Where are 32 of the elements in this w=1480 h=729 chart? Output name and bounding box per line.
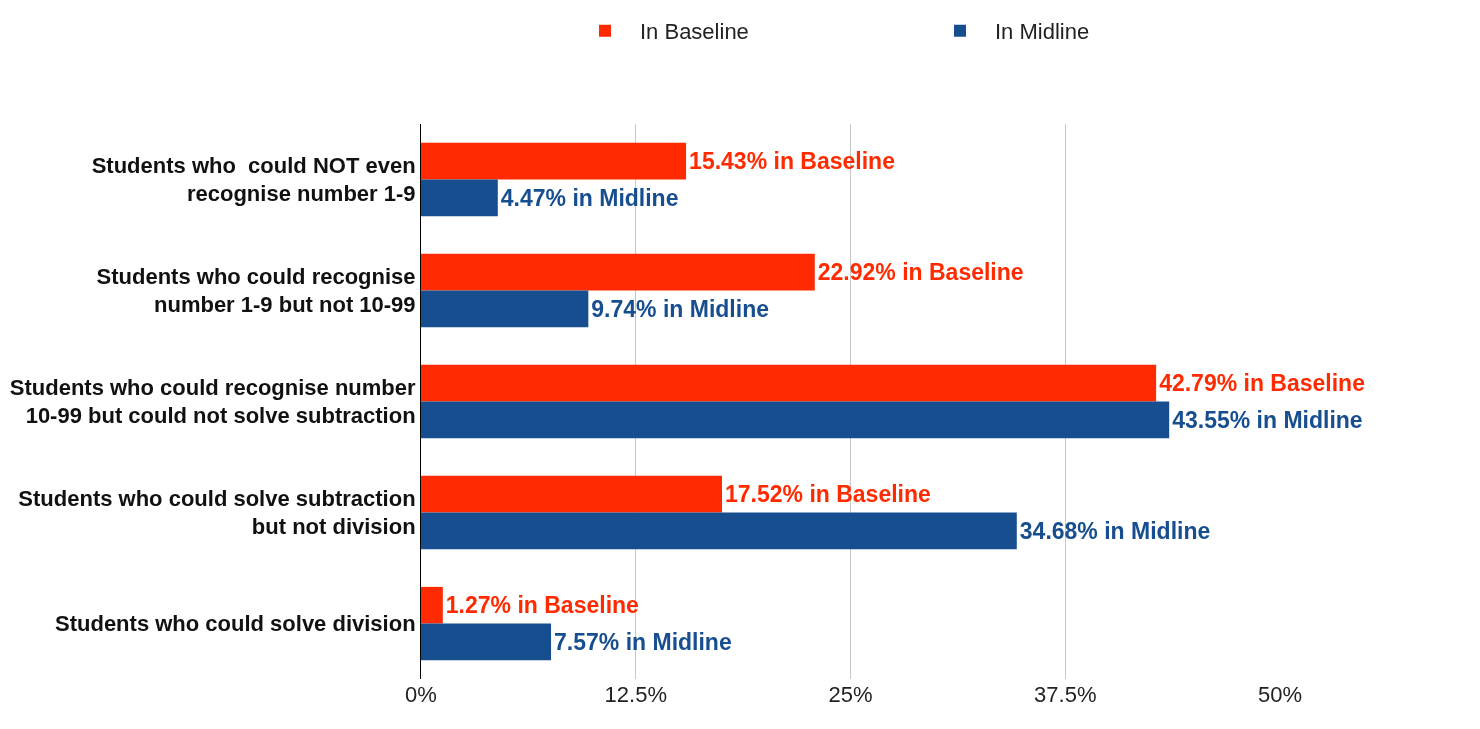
bar: [421, 512, 1017, 550]
bar: [421, 401, 1170, 439]
data-label: 43.55% in Midline: [1172, 406, 1363, 433]
bar: [421, 290, 589, 328]
data-label: 17.52% in Baseline: [724, 481, 931, 508]
data-label: 15.43% in Baseline: [689, 148, 895, 175]
bar: [421, 179, 498, 217]
y-tick-label: Students who could solve division: [55, 611, 416, 637]
x-tick-label: 0%: [405, 682, 437, 707]
data-label: 22.92% in Baseline: [817, 259, 1024, 286]
data-label: 42.79% in Baseline: [1159, 370, 1365, 397]
x-tick-label: 12.5%: [604, 682, 667, 707]
legend-label: In Baseline: [640, 19, 749, 45]
bar: [421, 142, 687, 180]
data-label: 4.47% in Midline: [500, 184, 679, 211]
x-tick-label: 25%: [828, 682, 873, 707]
bar: [421, 364, 1157, 402]
data-label: 9.74% in Midline: [591, 295, 769, 322]
bar: [421, 475, 722, 513]
x-tick-label: 37.5%: [1034, 682, 1097, 707]
bar: [421, 586, 443, 624]
data-label: 7.57% in Midline: [554, 628, 732, 655]
data-label: 1.27% in Baseline: [445, 592, 639, 619]
y-tick-label: Students who could NOT even recognise number 1-9: [91, 152, 416, 207]
y-tick-label: Students who could solve subtraction but not division: [18, 485, 416, 540]
x-tick-label: 50%: [1257, 682, 1303, 707]
legend-label: In Midline: [995, 19, 1090, 45]
y-tick-label: Students who could recognise number 1-9 but not 10-99: [96, 263, 416, 318]
bar: [421, 623, 552, 661]
data-label: 34.68% in Midline: [1019, 517, 1211, 544]
y-tick-label: Students who could recognise number 10-99 but could not solve subtraction: [9, 374, 417, 429]
bar: [421, 253, 815, 291]
